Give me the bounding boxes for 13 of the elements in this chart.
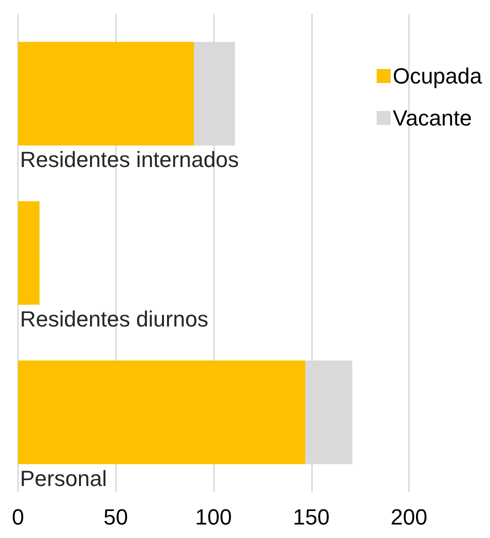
y-tick-label: Residentes diurnos bbox=[20, 306, 208, 332]
y-tick-label: Residentes internados bbox=[20, 147, 239, 172]
x-tick-label: 150 bbox=[292, 504, 330, 530]
x-tick-label: 0 bbox=[12, 504, 24, 530]
legend-label: Ocupada bbox=[392, 64, 483, 88]
bar bbox=[18, 42, 194, 146]
bar bbox=[18, 201, 40, 305]
x-tick-label: 100 bbox=[195, 504, 232, 530]
y-tick-label: Personal bbox=[20, 466, 107, 491]
x-tick-label: 200 bbox=[390, 504, 428, 530]
legend-label: Vacante bbox=[392, 106, 472, 130]
x-tick-label: 50 bbox=[104, 504, 128, 530]
bar bbox=[18, 360, 306, 464]
